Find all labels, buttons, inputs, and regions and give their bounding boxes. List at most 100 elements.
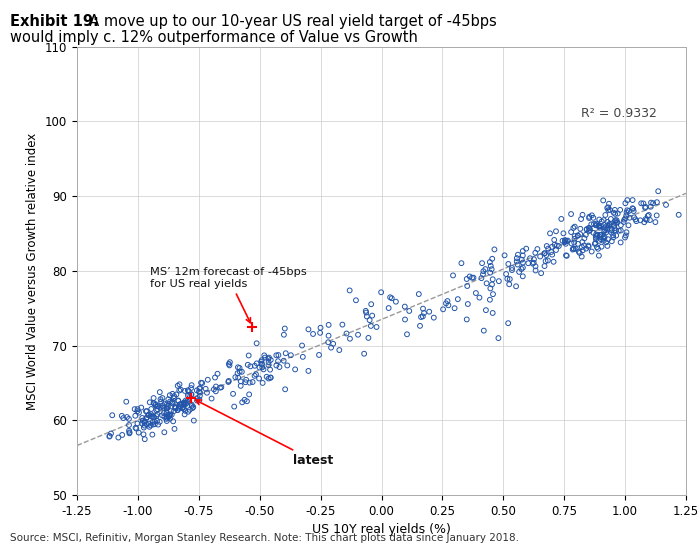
Point	[461, 274, 472, 283]
Point	[642, 212, 653, 221]
Point	[186, 402, 197, 410]
Point	[149, 417, 160, 426]
Point	[560, 236, 571, 245]
Text: latest: latest	[195, 400, 333, 467]
Point	[413, 290, 424, 299]
Point	[442, 296, 453, 305]
Point	[174, 386, 185, 395]
Point	[186, 400, 197, 409]
Point	[512, 260, 523, 269]
Point	[179, 410, 190, 419]
Point	[161, 408, 172, 417]
Point	[593, 222, 604, 230]
Point	[541, 241, 552, 250]
Point	[159, 399, 170, 408]
Point	[528, 255, 540, 263]
Point	[640, 204, 651, 212]
Point	[604, 219, 615, 228]
Point	[562, 236, 573, 245]
Point	[673, 211, 685, 219]
Point	[461, 315, 472, 324]
Point	[583, 243, 594, 251]
Point	[164, 391, 176, 400]
Point	[214, 383, 225, 392]
Point	[588, 228, 599, 237]
Point	[601, 238, 612, 247]
Point	[361, 312, 372, 321]
Point	[172, 381, 183, 390]
Point	[146, 412, 158, 421]
Point	[464, 272, 475, 281]
Point	[581, 225, 592, 234]
Point	[486, 280, 498, 289]
Point	[326, 343, 337, 352]
Point	[574, 249, 585, 257]
Point	[635, 216, 646, 225]
Point	[594, 230, 606, 239]
Point	[623, 207, 634, 216]
Point	[129, 405, 140, 414]
Point	[590, 221, 601, 230]
Point	[598, 236, 609, 245]
Point	[193, 387, 204, 396]
Point	[148, 413, 160, 422]
Point	[535, 252, 546, 261]
Point	[150, 400, 161, 409]
Point	[568, 238, 580, 247]
Point	[599, 233, 610, 241]
Point	[124, 428, 135, 437]
Point	[123, 426, 134, 435]
Point	[262, 354, 274, 363]
Point	[580, 230, 592, 239]
Point	[599, 226, 610, 234]
Point	[106, 429, 117, 438]
Point	[514, 267, 525, 276]
Point	[166, 398, 177, 407]
Point	[594, 223, 606, 232]
Point	[184, 390, 195, 399]
Point	[232, 369, 243, 378]
Point	[590, 235, 601, 244]
Text: A move up to our 10-year US real yield target of -45bps: A move up to our 10-year US real yield t…	[80, 14, 497, 29]
Point	[281, 361, 293, 370]
Point	[602, 217, 613, 226]
Point	[621, 208, 632, 217]
Point	[358, 349, 370, 358]
Point	[516, 265, 527, 273]
Point	[175, 402, 186, 411]
Point	[549, 235, 560, 244]
Point	[169, 404, 181, 412]
Point	[155, 403, 166, 412]
Point	[627, 196, 638, 205]
Point	[596, 222, 607, 230]
Point	[477, 270, 489, 279]
Point	[141, 420, 153, 429]
Point	[170, 404, 181, 412]
Point	[542, 244, 554, 253]
Point	[224, 361, 235, 370]
Point	[173, 402, 184, 411]
Point	[307, 329, 318, 338]
Point	[610, 217, 621, 226]
Point	[596, 230, 608, 239]
Point	[173, 397, 184, 405]
Point	[603, 235, 614, 244]
Point	[660, 201, 671, 210]
Point	[116, 411, 127, 420]
Point	[169, 392, 180, 400]
Point	[581, 225, 592, 234]
Point	[560, 239, 571, 248]
Point	[419, 309, 430, 317]
Point	[216, 383, 227, 392]
Text: would imply c. 12% outperformance of Value vs Growth: would imply c. 12% outperformance of Val…	[10, 30, 419, 45]
Point	[478, 326, 489, 335]
Point	[278, 356, 289, 365]
Point	[621, 211, 632, 220]
Point	[611, 216, 622, 224]
Point	[178, 400, 189, 409]
Point	[613, 226, 624, 235]
Point	[143, 411, 154, 420]
Point	[371, 323, 382, 332]
Point	[191, 396, 202, 405]
Point	[158, 409, 169, 417]
